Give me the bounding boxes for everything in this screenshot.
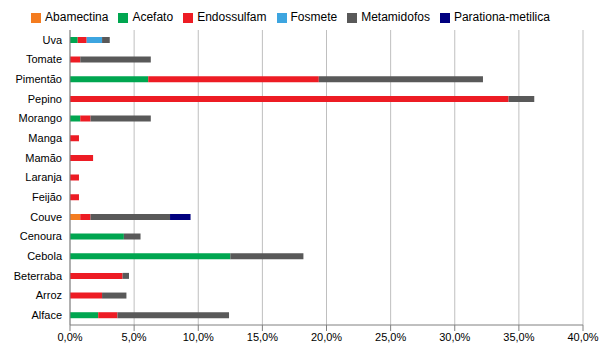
html-text:Acefato: Acefato [132,10,174,24]
svg-text:20,0%: 20,0% [311,331,342,343]
svg-text:5,0%: 5,0% [122,331,147,343]
svg-text:Pimentão: Pimentão [16,73,62,85]
svg-text:Tomate: Tomate [26,53,62,65]
svg-text:Manga: Manga [28,132,63,144]
html-text:Endossulfam: Endossulfam [197,10,267,24]
svg-text:Cenoura: Cenoura [20,230,63,242]
svg-text:Beterraba: Beterraba [14,270,63,282]
html-text:Abamectina: Abamectina [45,10,109,24]
svg-text:Alface: Alface [31,309,62,321]
svg-text:40,0%: 40,0% [567,331,598,343]
svg-text:0,0%: 0,0% [57,331,82,343]
svg-text:Pepino: Pepino [28,93,62,105]
svg-text:Morango: Morango [19,112,62,124]
svg-text:15,0%: 15,0% [247,331,278,343]
html-text:Metamidofos: Metamidofos [361,10,430,24]
svg-text:Feijão: Feijão [32,191,62,203]
svg-text:25,0%: 25,0% [375,331,406,343]
html-text:Fosmete: Fosmete [290,10,338,24]
svg-text:Mamão: Mamão [25,152,62,164]
svg-text:Laranja: Laranja [25,171,63,183]
html-text:Parationa-metilica: Parationa-metilica [453,10,550,24]
svg-text:10,0%: 10,0% [183,331,214,343]
svg-text:30,0%: 30,0% [439,331,470,343]
svg-text:Uva: Uva [42,34,62,46]
svg-text:Cebola: Cebola [27,250,63,262]
svg-text:Arroz: Arroz [36,289,62,301]
svg-text:35,0%: 35,0% [503,331,534,343]
svg-text:Couve: Couve [30,211,62,223]
